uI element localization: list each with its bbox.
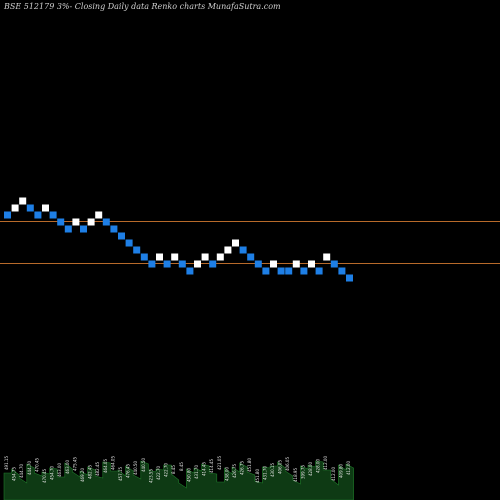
renko-brick (163, 260, 171, 268)
renko-brick (34, 211, 42, 219)
volume-label: 418.95 (293, 468, 298, 482)
volume-label: 431.70 (262, 466, 267, 480)
renko-brick (270, 260, 277, 268)
volume-label: 421.05 (217, 456, 222, 470)
volume-area (3, 460, 354, 500)
volume-label: 470.45 (34, 458, 39, 472)
volume-label: 8.45 (179, 462, 184, 471)
renko-brick (110, 225, 118, 233)
volume-label: 431.70 (194, 465, 199, 479)
renko-brick (156, 253, 163, 261)
volume-label: 428.00 (308, 462, 313, 476)
volume-label: 412.00 (331, 467, 336, 481)
volume-label: 463.00 (57, 463, 62, 477)
volume-label: 491.15 (4, 456, 9, 470)
volume-label: 430.15 (270, 463, 275, 477)
renko-brick (133, 246, 141, 254)
reference-lines (0, 221, 500, 264)
volume-label: 406.05 (278, 460, 283, 474)
volume-label: 482.45 (95, 462, 100, 476)
renko-brick (338, 267, 346, 275)
volume-label: 8.45 (171, 465, 176, 474)
chart-title: BSE 512179 3%- Closing Daily data Renko … (4, 2, 281, 11)
renko-brick (292, 260, 300, 268)
renko-brick (57, 218, 65, 226)
volume-label: 454.75 (12, 467, 17, 481)
renko-brick (148, 260, 156, 268)
renko-brick (209, 260, 217, 268)
renko-brick (178, 260, 186, 268)
volume-label: 412.00 (323, 456, 328, 470)
renko-brick (201, 253, 209, 261)
renko-brick (247, 253, 255, 261)
renko-brick (171, 253, 179, 261)
volume-label: 451.80 (255, 469, 260, 483)
volume-label: 450.80 (186, 468, 191, 482)
renko-brick (4, 211, 11, 219)
renko-brick (346, 274, 353, 282)
renko-brick (232, 239, 239, 247)
volume-label: 475.45 (72, 457, 77, 471)
renko-brick (285, 267, 293, 275)
volume-label: 406.05 (285, 457, 290, 471)
renko-bricks (4, 197, 353, 282)
renko-brick (118, 232, 125, 240)
volume-label: 426.75 (240, 461, 245, 475)
renko-brick (72, 218, 80, 226)
volume-label: 399.75 (300, 465, 305, 479)
volume-label: 440.50 (133, 461, 138, 475)
renko-brick (194, 260, 201, 268)
renko-brick (330, 260, 338, 268)
volume-label: 463.00 (65, 460, 70, 474)
volume-label: 438.00 (224, 467, 229, 481)
renko-brick (125, 239, 133, 247)
renko-brick (300, 267, 308, 275)
volume-label: 423.55 (148, 469, 153, 483)
renko-brick (308, 260, 315, 268)
renko-brick (19, 197, 27, 205)
volume-label: 444.70 (19, 464, 24, 478)
renko-brick (80, 225, 87, 233)
volume-label: 469.20 (80, 468, 85, 482)
renko-brick (87, 218, 95, 226)
volume-silhouette (3, 460, 354, 500)
renko-brick (224, 246, 232, 254)
volume-label: 414.45 (202, 462, 207, 476)
renko-brick (49, 211, 57, 219)
renko-brick (64, 225, 72, 233)
renko-brick (186, 267, 194, 275)
volume-label: 409.80 (338, 464, 343, 478)
volume-label: 428.00 (316, 459, 321, 473)
volume-label: 414.45 (209, 459, 214, 473)
volume-label: 470.45 (42, 469, 47, 483)
volume-label: 476.45 (126, 464, 131, 478)
volume-label: 422.70 (164, 463, 169, 477)
renko-brick (262, 267, 270, 275)
renko-brick (323, 253, 331, 261)
volume-label: 412.00 (346, 461, 351, 475)
volume-label: 422.70 (156, 466, 161, 480)
renko-brick (42, 204, 49, 212)
volume-label: 464.05 (103, 459, 108, 473)
renko-brick (95, 211, 103, 219)
renko-brick (315, 267, 323, 275)
renko-brick (216, 253, 224, 261)
renko-brick (140, 253, 148, 261)
volume-label: 451.80 (247, 458, 252, 472)
renko-brick (239, 246, 247, 254)
volume-label: 482.45 (88, 465, 93, 479)
volume-label: 444.70 (27, 461, 32, 475)
renko-brick (11, 204, 19, 212)
volume-label: 464.05 (110, 456, 115, 470)
volume-label: 454.70 (50, 466, 55, 480)
renko-brick (254, 260, 262, 268)
volume-label: 440.50 (141, 458, 146, 472)
renko-brick (26, 204, 34, 212)
volume-label: 457.15 (118, 467, 123, 481)
renko-brick (102, 218, 110, 226)
volume-label: 426.75 (232, 464, 237, 478)
renko-brick (277, 267, 285, 275)
